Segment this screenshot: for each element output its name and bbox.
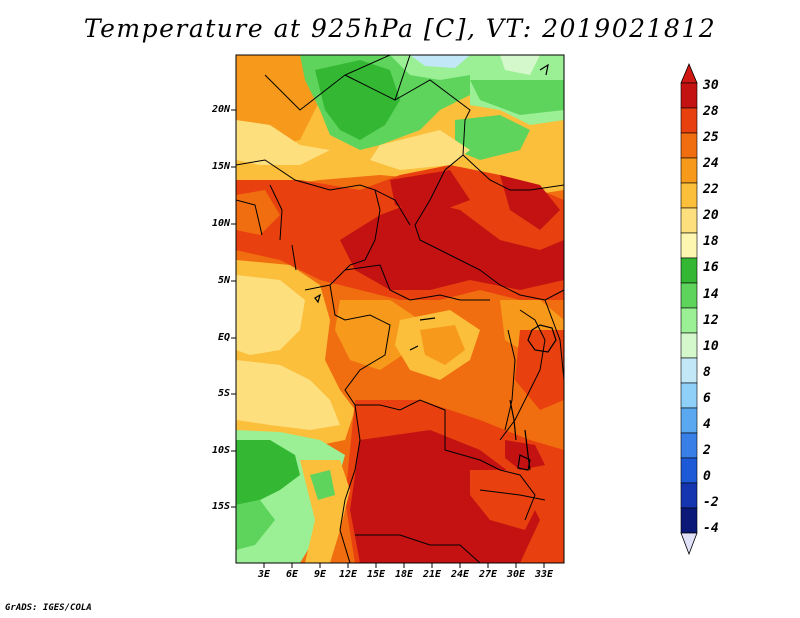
lon-label: 18E bbox=[394, 569, 414, 580]
colorbar-box bbox=[680, 332, 698, 359]
colorbar-box bbox=[680, 207, 698, 234]
colorbar-label: 8 bbox=[703, 365, 711, 380]
map-title: Temperature at 925hPa [C], VT: 201902181… bbox=[83, 14, 717, 43]
lon-label: 21E bbox=[422, 569, 442, 580]
colorbar-label: 24 bbox=[703, 156, 719, 171]
colorbar-box bbox=[680, 182, 698, 209]
colorbar-min-tip bbox=[680, 532, 698, 556]
colorbar-box bbox=[680, 507, 698, 534]
lon-label: 33E bbox=[534, 569, 554, 580]
colorbar-label: 12 bbox=[703, 313, 719, 328]
colorbar-box bbox=[680, 82, 698, 109]
colorbar-label: 30 bbox=[703, 78, 719, 93]
colorbar-label: -4 bbox=[703, 521, 719, 536]
grads-credit: GrADS: IGES/COLA bbox=[5, 603, 92, 613]
lat-label: 5S bbox=[217, 388, 230, 399]
lat-label: 10N bbox=[211, 218, 230, 229]
lon-label: 6E bbox=[285, 569, 299, 580]
colorbar-label: 18 bbox=[703, 234, 719, 249]
temperature-field bbox=[236, 55, 564, 563]
colorbar-label: 20 bbox=[703, 208, 719, 223]
colorbar-label: 10 bbox=[703, 339, 719, 354]
colorbar-box bbox=[680, 407, 698, 434]
colorbar-label: 28 bbox=[703, 104, 719, 119]
map-frame bbox=[235, 54, 565, 564]
lat-label: EQ bbox=[217, 332, 230, 343]
axis-ticks bbox=[231, 109, 545, 568]
colorbar-max-tip bbox=[680, 62, 698, 84]
lon-label: 15E bbox=[366, 569, 386, 580]
colorbar-box bbox=[680, 307, 698, 334]
country-borders bbox=[236, 55, 564, 563]
colorbar-label: 25 bbox=[703, 130, 719, 145]
lon-label: 3E bbox=[257, 569, 271, 580]
colorbar-label: 6 bbox=[703, 391, 711, 406]
lon-label: 30E bbox=[506, 569, 526, 580]
colorbar-box bbox=[680, 132, 698, 159]
colorbar-box bbox=[680, 282, 698, 309]
colorbar-box bbox=[680, 382, 698, 409]
lat-label: 5N bbox=[217, 275, 230, 286]
colorbar-label: 14 bbox=[703, 287, 719, 302]
colorbar-box bbox=[680, 232, 698, 259]
lat-label: 15N bbox=[211, 161, 230, 172]
lon-label: 24E bbox=[450, 569, 470, 580]
colorbar-box bbox=[680, 482, 698, 509]
colorbar-label: 4 bbox=[703, 417, 711, 432]
colorbar-label: 16 bbox=[703, 260, 719, 275]
colorbar-box bbox=[680, 357, 698, 384]
colorbar-box bbox=[680, 432, 698, 459]
colorbar-label: 22 bbox=[703, 182, 719, 197]
colorbar-label: 2 bbox=[703, 443, 711, 458]
lakes bbox=[314, 63, 557, 471]
colorbar-box bbox=[680, 457, 698, 484]
colorbar-label: -2 bbox=[703, 495, 719, 510]
lat-label: 15S bbox=[211, 501, 230, 512]
colorbar-box bbox=[680, 157, 698, 184]
lon-label: 12E bbox=[338, 569, 358, 580]
lat-label: 10S bbox=[211, 445, 230, 456]
lon-label: 9E bbox=[313, 569, 327, 580]
lon-label: 27E bbox=[478, 569, 498, 580]
colorbar-label: 0 bbox=[703, 469, 711, 484]
lat-label: 20N bbox=[211, 104, 230, 115]
colorbar bbox=[680, 62, 698, 556]
colorbar-box bbox=[680, 107, 698, 134]
colorbar-box bbox=[680, 257, 698, 284]
